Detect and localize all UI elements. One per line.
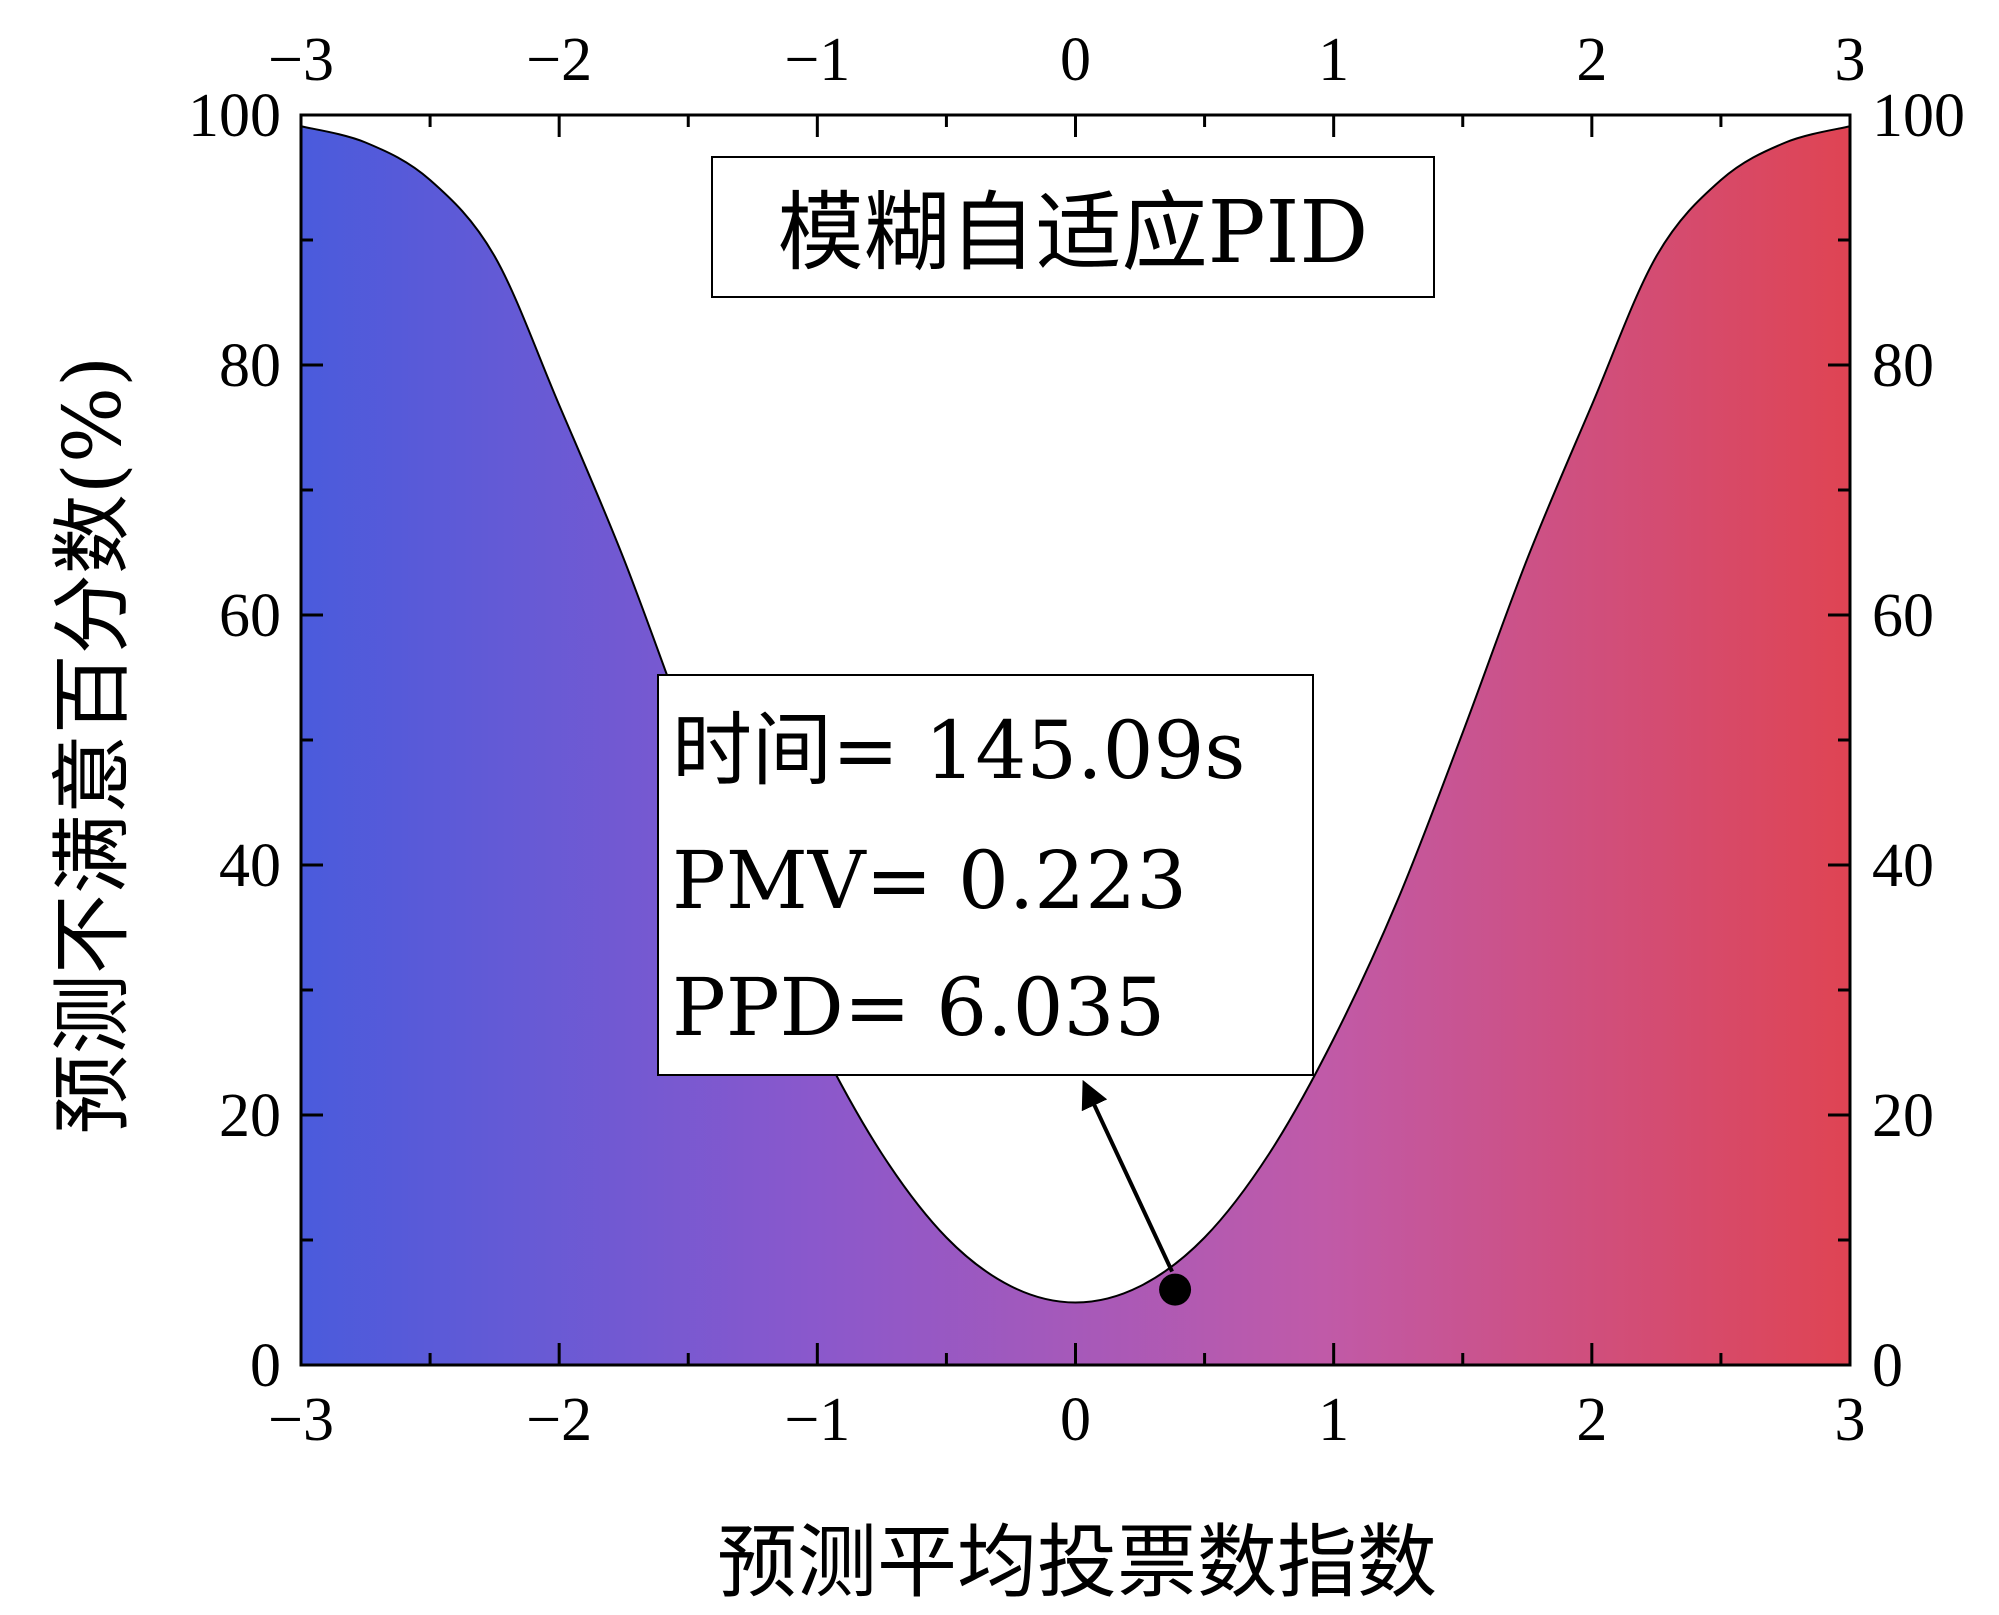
annotation-ppd: PPD= 6.035 [672,961,1165,1054]
y-tick-label-right: 100 [1872,82,1965,150]
y-tick-label-right: 60 [1872,582,1934,650]
y-tick-label-left: 0 [250,1332,281,1400]
x-tick-label-top: −3 [268,26,334,94]
y-tick-label-left: 80 [219,332,281,400]
y-tick-label-left: 100 [188,82,281,150]
annotation-arrow [1081,1079,1174,1273]
x-tick-label-top: 0 [1060,26,1091,94]
x-tick-label-top: 3 [1835,26,1866,94]
x-tick-label-bottom: 3 [1835,1386,1866,1454]
axes [299,113,1852,1367]
chart-title: 模糊自适应PID [778,183,1369,283]
x-tick-label-bottom: −2 [526,1386,592,1454]
y-tick-label-left: 40 [219,832,281,900]
annotation-pmv: PMV= 0.223 [672,834,1187,927]
x-tick-label-bottom: 2 [1576,1386,1607,1454]
y-tick-label-left: 60 [219,582,281,650]
x-tick-label-top: 2 [1576,26,1607,94]
x-tick-label-bottom: 1 [1318,1386,1349,1454]
x-tick-label-bottom: 0 [1060,1386,1091,1454]
annotation-box: 时间= 145.09s PMV= 0.223 PPD= 6.035 [657,674,1314,1076]
x-tick-label-bottom: −3 [268,1386,334,1454]
y-tick-label-right: 0 [1872,1332,1903,1400]
y-axis-title: 预测不满意百分数(%) [46,356,139,1134]
y-tick-label-right: 40 [1872,832,1934,900]
y-tick-label-right: 20 [1872,1082,1934,1150]
title-box: 模糊自适应PID [711,156,1435,298]
x-tick-label-top: −2 [526,26,592,94]
x-axis-title: 预测平均投票数指数 [717,1516,1437,1609]
annotation-time: 时间= 145.09s [672,704,1245,797]
x-tick-label-bottom: −1 [784,1386,850,1454]
x-tick-label-top: 1 [1318,26,1349,94]
marker-point [1159,1273,1192,1306]
y-tick-label-right: 80 [1872,332,1934,400]
ppd-curve [300,125,1851,1304]
y-tick-label-left: 20 [219,1082,281,1150]
x-tick-label-top: −1 [784,26,850,94]
